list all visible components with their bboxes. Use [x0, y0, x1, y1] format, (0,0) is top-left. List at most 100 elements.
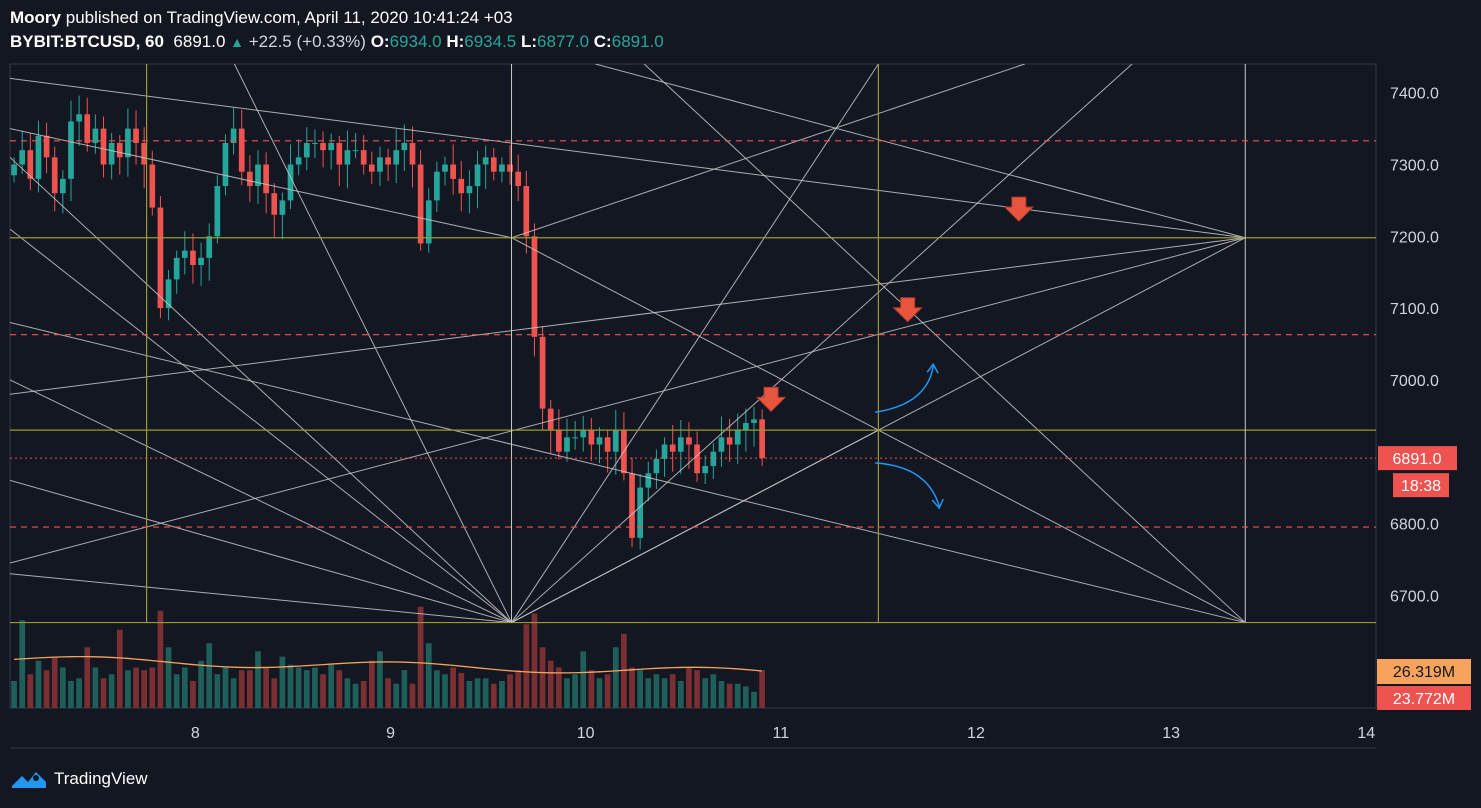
candle-body [43, 135, 50, 158]
down-arrow-icon [755, 386, 787, 413]
brand-name[interactable]: TradingView [54, 769, 148, 788]
volume-bar [230, 678, 237, 708]
last-price-tag [1378, 446, 1457, 471]
candle-body [564, 437, 570, 452]
candle-body [173, 257, 180, 280]
candle-body [312, 142, 318, 144]
candle-body [547, 408, 554, 431]
candle-body [604, 437, 611, 452]
volume-bar [222, 667, 229, 708]
symbol-label[interactable]: BYBIT:BTCUSD, 60 [10, 32, 164, 51]
candle-body [694, 444, 700, 474]
author-name[interactable]: Moory [10, 8, 61, 27]
plot-area [10, 64, 1376, 708]
chart-header: Moory published on TradingView.com, Apri… [10, 6, 664, 54]
gann-line [10, 237, 1246, 564]
candle-body [141, 142, 148, 165]
price-change: +22.5 (+0.33%) [248, 32, 366, 51]
volume-bar [352, 683, 359, 708]
volume-bar [27, 674, 34, 708]
candle-body [11, 164, 17, 176]
candle-body [629, 473, 635, 538]
price-tick-label: 6700.0 [1390, 588, 1439, 605]
gann-line [511, 64, 1133, 623]
volume-bar [165, 647, 172, 708]
gann-fan [10, 64, 1246, 624]
candle-body [51, 157, 58, 194]
candle-body [125, 128, 131, 158]
volume-bar [743, 686, 749, 708]
candle-body [385, 157, 391, 165]
time-tick-label: 12 [967, 725, 985, 742]
volume-bar [401, 670, 408, 708]
volume-bar [320, 674, 326, 708]
volume-bar [629, 667, 635, 708]
candle-body [76, 114, 82, 122]
publish-line: Moory published on TradingView.com, Apri… [10, 6, 664, 30]
volume-bar [336, 670, 343, 708]
candle-body [116, 142, 123, 158]
volume-bar [409, 683, 416, 708]
curved-down-arrow-icon [875, 462, 940, 507]
candle-body [482, 157, 489, 165]
gann-line [511, 64, 1025, 239]
volume-bar [43, 670, 50, 708]
volume-bar [238, 670, 245, 708]
candle-body [466, 186, 473, 194]
volume-bar [523, 624, 530, 708]
gann-line [10, 237, 1246, 395]
candle-body [425, 200, 432, 244]
candle-body [377, 157, 383, 172]
gann-line [10, 228, 512, 623]
gann-line [10, 128, 512, 239]
time-tick-label: 9 [386, 725, 395, 742]
candle-body [539, 336, 546, 409]
gann-line [10, 573, 512, 624]
volume-bar [206, 643, 213, 708]
volume-bar [482, 678, 489, 708]
volume-bar [547, 660, 554, 708]
time-tick-label: 11 [773, 725, 790, 742]
close-value: 6891.0 [611, 32, 664, 51]
volume-bar [596, 678, 603, 708]
volume-label: 23.772M [1393, 691, 1455, 708]
candle-body [190, 250, 196, 266]
volume-bar [637, 670, 643, 708]
candle-body [572, 437, 578, 439]
candle-body [588, 430, 595, 445]
volume-bar [555, 667, 562, 708]
last-price-tag-label: 6891.0 [1393, 451, 1442, 468]
volume-bar [490, 683, 497, 708]
countdown-tag [1393, 473, 1449, 498]
volume-bar [450, 667, 456, 708]
candle-body [759, 419, 765, 459]
candle-body [303, 142, 310, 158]
candle-body [320, 142, 326, 151]
volume-bar [11, 681, 17, 708]
volume-bar [734, 683, 741, 708]
volume-bar [19, 620, 26, 708]
candle-body [702, 466, 709, 474]
time-tick-label: 13 [1162, 725, 1180, 742]
down-arrow-icon [892, 297, 923, 323]
price-axis: 6600.06700.06800.06900.07000.07100.07200… [1390, 86, 1439, 677]
volume-bar [564, 678, 570, 708]
candle-body [360, 150, 367, 165]
candle-body [84, 114, 91, 143]
volume-bar [116, 629, 123, 708]
gann-line [511, 64, 879, 623]
open-label: O: [370, 32, 390, 51]
candle-body [409, 142, 416, 165]
candle-body [165, 279, 172, 309]
volume-bar [694, 670, 700, 708]
candle-body [718, 437, 725, 452]
gann-line [10, 77, 1246, 239]
volume-bar [645, 678, 652, 708]
volume-bar [181, 667, 188, 708]
publish-info: published on TradingView.com, April 11, … [65, 8, 513, 27]
volume-bar [442, 674, 448, 708]
candle-body [645, 473, 652, 488]
price-tick-label: 7200.0 [1390, 229, 1439, 246]
volume-bar [271, 678, 278, 708]
